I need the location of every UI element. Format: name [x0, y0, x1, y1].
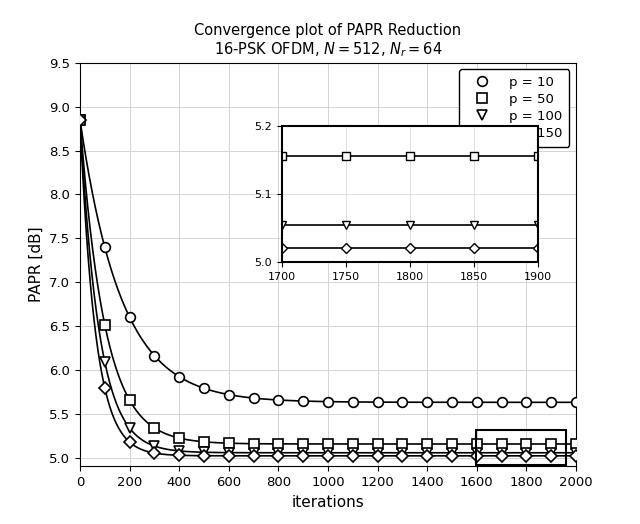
- p = 150: [424, 453, 431, 459]
- p = 10: [125, 314, 134, 320]
- Line: p = 150: p = 150: [76, 116, 580, 460]
- p = 150: [324, 453, 332, 459]
- p = 100: [300, 450, 307, 456]
- Line: p = 100: p = 100: [76, 115, 581, 457]
- p = 10: [76, 117, 84, 123]
- p = 10: [572, 399, 580, 406]
- p = 50: [125, 397, 134, 403]
- p = 100: [225, 450, 233, 456]
- p = 150: [200, 453, 208, 459]
- p = 150: [572, 453, 580, 459]
- p = 50: [399, 441, 406, 447]
- p = 50: [76, 117, 84, 123]
- p = 150: [175, 452, 183, 458]
- p = 100: [125, 425, 134, 431]
- p = 10: [324, 398, 332, 405]
- Line: p = 50: p = 50: [76, 115, 581, 449]
- p = 150: [101, 385, 109, 391]
- p = 150: [349, 453, 356, 459]
- p = 10: [150, 353, 158, 359]
- p = 50: [572, 441, 580, 447]
- p = 10: [498, 399, 506, 406]
- p = 100: [324, 450, 332, 456]
- Y-axis label: PAPR [dB]: PAPR [dB]: [29, 227, 44, 302]
- p = 150: [76, 117, 84, 123]
- p = 10: [250, 395, 257, 401]
- p = 100: [374, 450, 381, 456]
- p = 10: [424, 399, 431, 406]
- p = 100: [498, 450, 506, 456]
- p = 10: [522, 399, 530, 406]
- p = 10: [175, 374, 183, 380]
- p = 150: [150, 450, 158, 456]
- p = 50: [200, 439, 208, 445]
- p = 100: [175, 448, 183, 454]
- p = 50: [101, 322, 109, 328]
- Line: p = 10: p = 10: [76, 115, 581, 407]
- p = 100: [349, 450, 356, 456]
- p = 150: [448, 453, 456, 459]
- p = 10: [448, 399, 456, 406]
- p = 150: [374, 453, 381, 459]
- p = 100: [522, 450, 530, 456]
- p = 100: [150, 443, 158, 449]
- p = 50: [448, 441, 456, 447]
- p = 50: [324, 441, 332, 447]
- Title: Convergence plot of PAPR Reduction
16-PSK OFDM, $N = 512$, $N_r = 64$: Convergence plot of PAPR Reduction 16-PS…: [195, 23, 461, 59]
- p = 50: [349, 441, 356, 447]
- p = 100: [547, 450, 555, 456]
- Legend: p = 10, p = 50, p = 100, p = 150: p = 10, p = 50, p = 100, p = 150: [460, 70, 570, 147]
- p = 10: [101, 244, 109, 250]
- p = 50: [473, 441, 481, 447]
- p = 100: [76, 117, 84, 123]
- p = 10: [374, 399, 381, 405]
- p = 150: [125, 439, 134, 445]
- p = 10: [349, 399, 356, 405]
- p = 50: [522, 441, 530, 447]
- p = 50: [275, 441, 282, 447]
- p = 50: [374, 441, 381, 447]
- p = 50: [225, 440, 233, 446]
- p = 50: [547, 441, 555, 447]
- p = 100: [424, 450, 431, 456]
- p = 100: [275, 450, 282, 456]
- p = 50: [250, 441, 257, 447]
- p = 100: [200, 449, 208, 455]
- p = 10: [547, 399, 555, 406]
- p = 100: [250, 450, 257, 456]
- p = 150: [225, 453, 233, 459]
- p = 150: [399, 453, 406, 459]
- p = 100: [399, 450, 406, 456]
- p = 150: [473, 453, 481, 459]
- p = 10: [275, 397, 282, 403]
- p = 100: [473, 450, 481, 456]
- p = 50: [175, 435, 183, 441]
- p = 10: [200, 385, 208, 391]
- p = 100: [448, 450, 456, 456]
- p = 50: [424, 441, 431, 447]
- Bar: [476, 430, 566, 465]
- p = 10: [399, 399, 406, 406]
- p = 150: [300, 453, 307, 459]
- p = 10: [300, 398, 307, 404]
- p = 150: [498, 453, 506, 459]
- p = 100: [101, 359, 109, 365]
- p = 10: [473, 399, 481, 406]
- p = 150: [275, 453, 282, 459]
- p = 150: [522, 453, 530, 459]
- p = 50: [300, 441, 307, 447]
- p = 100: [572, 450, 580, 456]
- X-axis label: iterations: iterations: [292, 495, 364, 510]
- p = 150: [250, 453, 257, 459]
- p = 50: [150, 425, 158, 431]
- p = 50: [498, 441, 506, 447]
- p = 150: [547, 453, 555, 459]
- p = 10: [225, 391, 233, 398]
